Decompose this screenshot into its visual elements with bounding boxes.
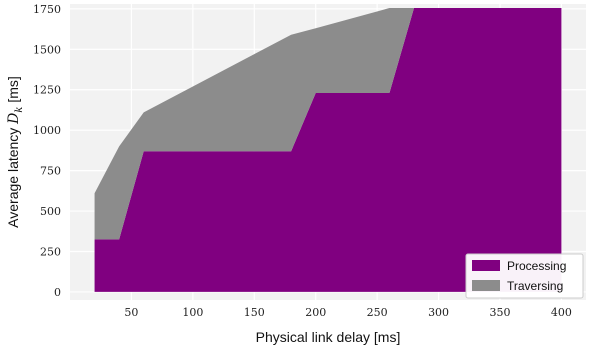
x-tick-label: 300 <box>428 306 449 319</box>
y-tick-label: 500 <box>40 205 61 218</box>
legend-label-processing: Processing <box>507 259 566 273</box>
area-traversing <box>94 8 562 240</box>
y-tick-label: 1500 <box>33 43 61 56</box>
x-tick-label: 400 <box>551 306 572 319</box>
x-tick-label: 250 <box>367 306 388 319</box>
y-tick-label: 1000 <box>33 124 61 137</box>
x-tick-label: 150 <box>244 306 265 319</box>
y-tick-label: 250 <box>40 245 61 258</box>
y-tick-label: 1750 <box>33 3 61 16</box>
y-tick-label: 0 <box>54 286 61 299</box>
y-axis-label-subscript: k <box>14 107 25 113</box>
y-axis-label: Average latency Dk [ms] <box>5 76 25 228</box>
y-tick-label: 1250 <box>33 84 61 97</box>
legend-swatch-traversing <box>472 280 500 291</box>
x-tick-label: 100 <box>182 306 203 319</box>
y-axis-ticks: 0 250 500 750 1000 1250 1500 1750 <box>33 3 61 299</box>
area-series <box>94 8 562 292</box>
legend-swatch-processing <box>472 260 500 271</box>
y-axis-label-units: [ms] <box>5 76 21 106</box>
x-tick-label: 200 <box>305 306 326 319</box>
x-tick-label: 50 <box>124 306 138 319</box>
y-tick-label: 750 <box>40 165 61 178</box>
x-axis-label: Physical link delay [ms] <box>256 329 401 345</box>
x-axis-ticks: 50 100 150 200 250 300 350 400 <box>124 306 572 319</box>
area-processing <box>94 8 562 292</box>
x-tick-label: 350 <box>490 306 511 319</box>
legend-label-traversing: Traversing <box>507 279 563 293</box>
y-axis-label-symbol: D <box>6 113 22 125</box>
legend: Processing Traversing <box>465 253 584 299</box>
